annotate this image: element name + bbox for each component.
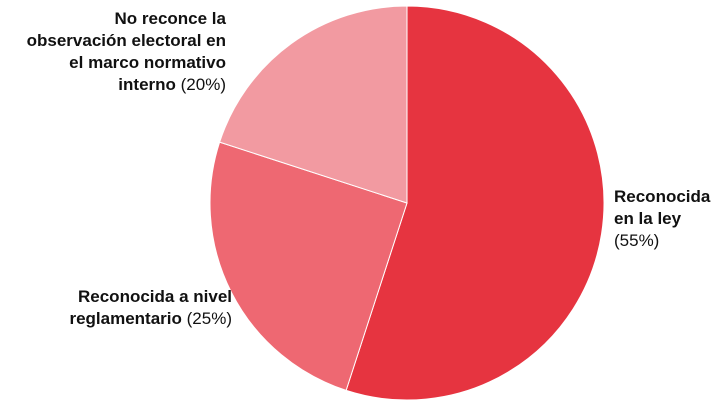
slice-label-reconocida-en-la-ley: Reconocida en la ley (55%) xyxy=(614,186,724,252)
pie-slice-0 xyxy=(345,5,605,401)
slice-label-no-reconoce: No reconce la observación electoral en e… xyxy=(16,8,226,96)
pie-slice-1 xyxy=(209,141,408,391)
slice-label-name: Reconocida en la ley xyxy=(614,187,711,228)
slice-label-percent: (20%) xyxy=(180,75,226,94)
slice-label-name: No reconce la observación electoral en e… xyxy=(26,9,226,94)
slice-label-reconocida-a-nivel-reglamentario: Reconocida a nivel reglamentario (25%) xyxy=(20,286,232,330)
slice-label-percent: (55%) xyxy=(614,231,660,250)
pie-slice-2 xyxy=(219,5,408,204)
slice-label-percent: (25%) xyxy=(186,309,232,328)
slice-label-name: Reconocida a nivel reglamentario xyxy=(69,287,232,328)
